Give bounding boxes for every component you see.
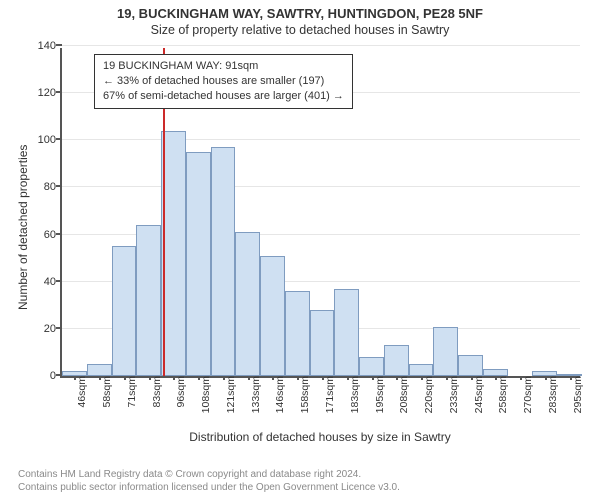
histogram-bar: [136, 225, 161, 376]
histogram-bar: [458, 355, 483, 376]
x-tick-label: 233sqm: [446, 376, 460, 413]
y-tick-label: 80: [44, 181, 62, 193]
x-tick-label: 283sqm: [545, 376, 559, 413]
histogram-bar: [87, 364, 112, 376]
histogram-bar: [186, 152, 211, 376]
footer-attribution: Contains HM Land Registry data © Crown c…: [18, 469, 400, 494]
histogram-bar: [112, 246, 137, 376]
histogram-bar: [384, 345, 409, 376]
x-tick-label: 270sqm: [520, 376, 534, 413]
page-title: 19, BUCKINGHAM WAY, SAWTRY, HUNTINGDON, …: [0, 6, 600, 21]
histogram-bar: [359, 357, 384, 376]
x-tick-label: 220sqm: [421, 376, 435, 413]
x-axis-label: Distribution of detached houses by size …: [60, 430, 580, 444]
x-tick-label: 258sqm: [495, 376, 509, 413]
x-tick-label: 133sqm: [248, 376, 262, 413]
histogram-bar: [310, 310, 335, 376]
histogram-bar: [211, 147, 236, 376]
histogram-bar: [285, 291, 310, 376]
page-subtitle: Size of property relative to detached ho…: [0, 23, 600, 37]
annotation-line-3: 67% of semi-detached houses are larger (…: [103, 89, 344, 104]
x-tick-label: 245sqm: [471, 376, 485, 413]
x-tick-label: 96sqm: [173, 376, 187, 408]
histogram-bar: [409, 364, 434, 376]
x-tick-label: 146sqm: [272, 376, 286, 413]
annotation-box: 19 BUCKINGHAM WAY: 91sqm ← 33% of detach…: [94, 54, 353, 109]
x-tick-label: 158sqm: [297, 376, 311, 413]
y-tick-label: 0: [50, 370, 62, 382]
y-tick-label: 60: [44, 229, 62, 241]
x-tick-label: 121sqm: [223, 376, 237, 413]
grid-line: [62, 45, 580, 46]
annotation-line-1: 19 BUCKINGHAM WAY: 91sqm: [103, 59, 344, 74]
annotation-line-2: ← 33% of detached houses are smaller (19…: [103, 74, 344, 89]
y-tick-label: 140: [38, 40, 62, 52]
histogram-bar: [483, 369, 508, 376]
histogram-bar: [433, 327, 458, 377]
plot-region: 19 BUCKINGHAM WAY: 91sqm ← 33% of detach…: [60, 48, 580, 378]
x-tick-label: 171sqm: [322, 376, 336, 413]
x-tick-label: 46sqm: [74, 376, 88, 408]
x-tick-label: 183sqm: [347, 376, 361, 413]
x-tick-label: 195sqm: [372, 376, 386, 413]
histogram-bar: [235, 232, 260, 376]
x-tick-label: 71sqm: [124, 376, 138, 408]
x-tick-label: 83sqm: [149, 376, 163, 408]
histogram-chart: 19 BUCKINGHAM WAY: 91sqm ← 33% of detach…: [60, 48, 580, 418]
y-tick-label: 20: [44, 323, 62, 335]
y-tick-label: 40: [44, 276, 62, 288]
y-axis-label: Number of detached properties: [16, 145, 30, 310]
footer-line-2: Contains public sector information licen…: [18, 482, 400, 495]
histogram-bar: [260, 256, 285, 376]
x-tick-label: 58sqm: [99, 376, 113, 408]
x-tick-label: 208sqm: [396, 376, 410, 413]
x-tick-label: 295sqm: [570, 376, 584, 413]
x-tick-label: 108sqm: [198, 376, 212, 413]
histogram-bar: [334, 289, 359, 376]
y-tick-label: 120: [38, 87, 62, 99]
y-tick-label: 100: [38, 134, 62, 146]
footer-line-1: Contains HM Land Registry data © Crown c…: [18, 469, 400, 482]
